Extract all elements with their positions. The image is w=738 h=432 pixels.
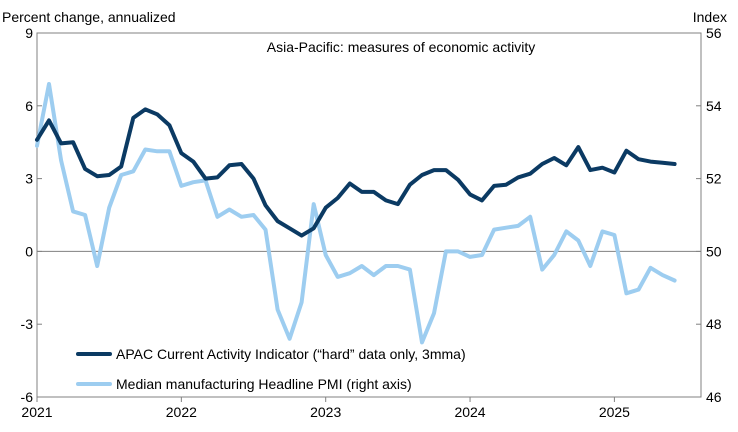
left-tick-label: -6 [21,389,34,405]
right-axis-ticks: 46 48 50 52 54 56 [696,25,722,405]
left-tick-label: 3 [25,171,33,187]
x-tick-label: 2022 [166,404,197,420]
left-axis-label: Percent change, annualized [2,9,176,25]
left-tick-label: -3 [21,316,34,332]
series-line-apac-cai [35,107,677,238]
x-tick-label: 2023 [310,404,341,420]
series-line-pmi [35,82,677,345]
x-tick-label: 2025 [599,404,630,420]
right-axis-label: Index [693,9,727,25]
chart-title: Asia-Pacific: measures of economic activ… [267,39,535,55]
x-tick-label: 2024 [454,404,485,420]
legend-label-pmi: Median manufacturing Headline PMI (right… [116,376,412,392]
plot-border [36,32,702,398]
right-tick-label: 54 [706,98,722,114]
right-tick-label: 56 [706,25,722,41]
x-tick-label: 2021 [21,404,52,420]
left-tick-label: 6 [25,98,33,114]
left-tick-label: 9 [25,25,33,41]
plot-area [36,32,702,398]
right-tick-label: 50 [706,243,722,259]
series-lines [35,82,677,345]
legend: APAC Current Activity Indicator (“hard” … [76,346,466,392]
legend-label-apac-cai: APAC Current Activity Indicator (“hard” … [116,346,466,362]
left-axis-ticks: -6 -3 0 3 6 9 [21,25,42,405]
right-tick-label: 46 [706,389,722,405]
right-tick-label: 52 [706,171,722,187]
x-axis-ticks: 2021 2022 2023 2024 2025 [21,397,630,420]
left-tick-label: 0 [25,243,33,259]
right-tick-label: 48 [706,316,722,332]
